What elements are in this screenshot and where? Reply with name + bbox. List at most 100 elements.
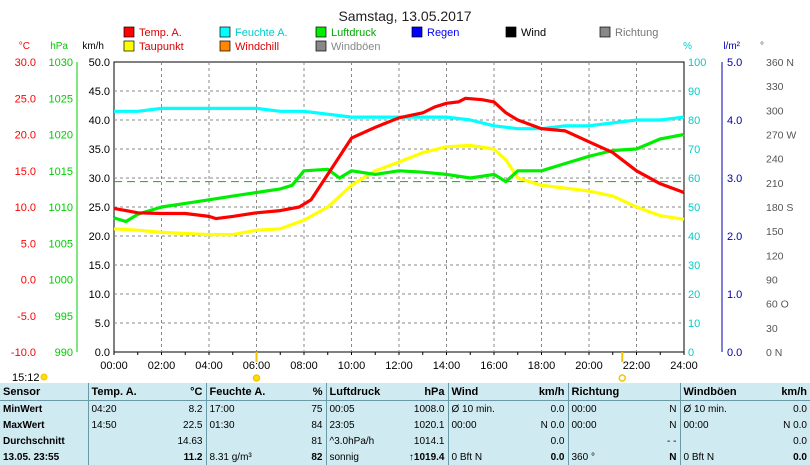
legend-label: Windböen [331, 41, 381, 53]
header-wind: Wind [448, 383, 512, 401]
rain-tick-label: 2.0 [727, 231, 742, 243]
legend-swatch [599, 26, 611, 38]
wind-tick-label: 50.0 [89, 57, 110, 69]
pressure-tick-label: 990 [55, 347, 73, 359]
wind-tick-label: 0.0 [95, 347, 110, 359]
cell-temp-info: 14:50 [91, 419, 117, 431]
cell-dir-info [568, 433, 626, 449]
rain-tick-label: 4.0 [727, 115, 742, 127]
direction-tick-label: 0 N [766, 347, 782, 359]
direction-tick-label: 210 [766, 178, 784, 190]
humidity-tick-label: 40 [688, 231, 700, 243]
header-pressure: Luftdruck [326, 383, 394, 401]
cell-wind-info: 0 Bft N [451, 451, 483, 463]
pressure-tick-label: 1020 [49, 130, 73, 142]
table-row: 13.05. 23:55 11.2 8.31 g/m³ 82 sonnig ↑1019.4… [0, 449, 810, 465]
legend-swatch [315, 40, 327, 52]
cell-press-info: ^3.0hPa/h [329, 435, 375, 447]
direction-tick-label: 180 S [766, 202, 793, 214]
wind-tick-label: 30.0 [89, 173, 110, 185]
x-tick-label: 06:00 [243, 360, 271, 372]
cell-temp-value: 11.2 [158, 449, 207, 465]
legend-label: Wind [521, 27, 546, 39]
cell-press-value: 1014.1 [394, 433, 449, 449]
temp-tick-label: 30.0 [15, 57, 36, 69]
sun-icon [40, 373, 48, 381]
cell-press-info: 00:05 [329, 403, 355, 415]
pressure-tick-label: 1000 [49, 275, 73, 287]
weather-chart: Samstag, 13.05.2017 Temp. A. Feuchte A. Luf… [11, 8, 797, 383]
header-temp: Temp. A. [88, 383, 158, 401]
legend-label: Feuchte A. [235, 27, 288, 39]
header-gust: Windböen [680, 383, 752, 401]
temp-axis-unit: °C [19, 41, 30, 52]
table-header-row: Sensor Temp. A. °C Feuchte A. % Luftdruc… [0, 383, 810, 401]
cell-temp-info [88, 433, 158, 449]
legend-swatch [315, 26, 327, 38]
humidity-tick-label: 60 [688, 173, 700, 185]
x-tick-label: 02:00 [148, 360, 176, 372]
x-tick-label: 24:00 [670, 360, 698, 372]
series-line-taupunkt [113, 143, 685, 237]
header-temp-unit: °C [158, 383, 207, 401]
humidity-tick-label: 50 [688, 202, 700, 214]
legend-label: Luftdruck [331, 27, 377, 39]
temp-tick-label: 5.0 [21, 238, 36, 250]
series-line-feuchte-a [114, 106, 685, 131]
x-tick-label: 00:00 [100, 360, 128, 372]
series-line-temp-a [113, 96, 685, 221]
cell-wind-value: 0.0 [512, 449, 569, 465]
cell-wind-info: 00:00 [451, 419, 477, 431]
header-wind-unit: km/h [512, 383, 569, 401]
header-pressure-unit: hPa [394, 383, 449, 401]
wind-tick-label: 25.0 [89, 202, 110, 214]
wind-tick-label: 20.0 [89, 231, 110, 243]
cell-gust-value: 0.0 [793, 403, 807, 415]
x-tick-label: 04:00 [195, 360, 223, 372]
wind-tick-label: 45.0 [89, 86, 110, 98]
cell-dir-value: N [626, 449, 681, 465]
legend-swatch [219, 40, 231, 52]
legend-swatch [123, 26, 135, 38]
cell-hum-info: 01:30 [209, 419, 235, 431]
pressure-tick-label: 1030 [49, 57, 73, 69]
x-tick-label: 18:00 [528, 360, 556, 372]
cell-dir-value: N [626, 400, 681, 417]
direction-axis-unit: ° [760, 41, 764, 52]
direction-tick-label: 60 O [766, 299, 789, 311]
humidity-tick-label: 70 [688, 144, 700, 156]
x-tick-label: 12:00 [385, 360, 413, 372]
cell-dir-info: 00:00 [571, 403, 597, 415]
header-gust-unit: km/h [752, 383, 810, 401]
humidity-tick-label: 90 [688, 86, 700, 98]
cell-hum-info [206, 433, 278, 449]
cell-dir-info: 00:00 [571, 419, 597, 431]
cell-temp-value: 22.5 [158, 417, 207, 433]
cell-gust-value: 0.0 [793, 451, 807, 463]
wind-tick-label: 35.0 [89, 144, 110, 156]
direction-tick-label: 330 [766, 81, 784, 93]
rain-axis-unit: l/m² [723, 41, 740, 52]
cell-press-info: sonnig [329, 451, 359, 463]
pressure-tick-label: 1015 [49, 166, 73, 178]
chart-title: Samstag, 13.05.2017 [338, 8, 471, 24]
humidity-tick-label: 80 [688, 115, 700, 127]
cell-gust-info: 00:00 [683, 419, 709, 431]
wind-tick-label: 40.0 [89, 115, 110, 127]
legend-label: Richtung [615, 27, 658, 39]
pressure-axis-unit: hPa [50, 41, 68, 52]
cell-gust-value: N 0.0 [783, 419, 807, 431]
temp-tick-label: -5.0 [17, 311, 36, 323]
legend-swatch [411, 26, 423, 38]
direction-tick-label: 300 [766, 105, 784, 117]
temp-tick-label: 25.0 [15, 93, 36, 105]
row-label: MinWert [0, 400, 89, 417]
temp-tick-label: 15.0 [15, 166, 36, 178]
temp-tick-label: 10.0 [15, 202, 36, 214]
header-direction-unit [626, 383, 681, 401]
cell-hum-info: 8.31 g/m³ [209, 451, 252, 463]
wind-tick-label: 5.0 [95, 318, 110, 330]
row-label: Durchschnitt [0, 433, 89, 449]
x-tick-label: 10:00 [338, 360, 366, 372]
cell-gust-info [680, 433, 752, 449]
